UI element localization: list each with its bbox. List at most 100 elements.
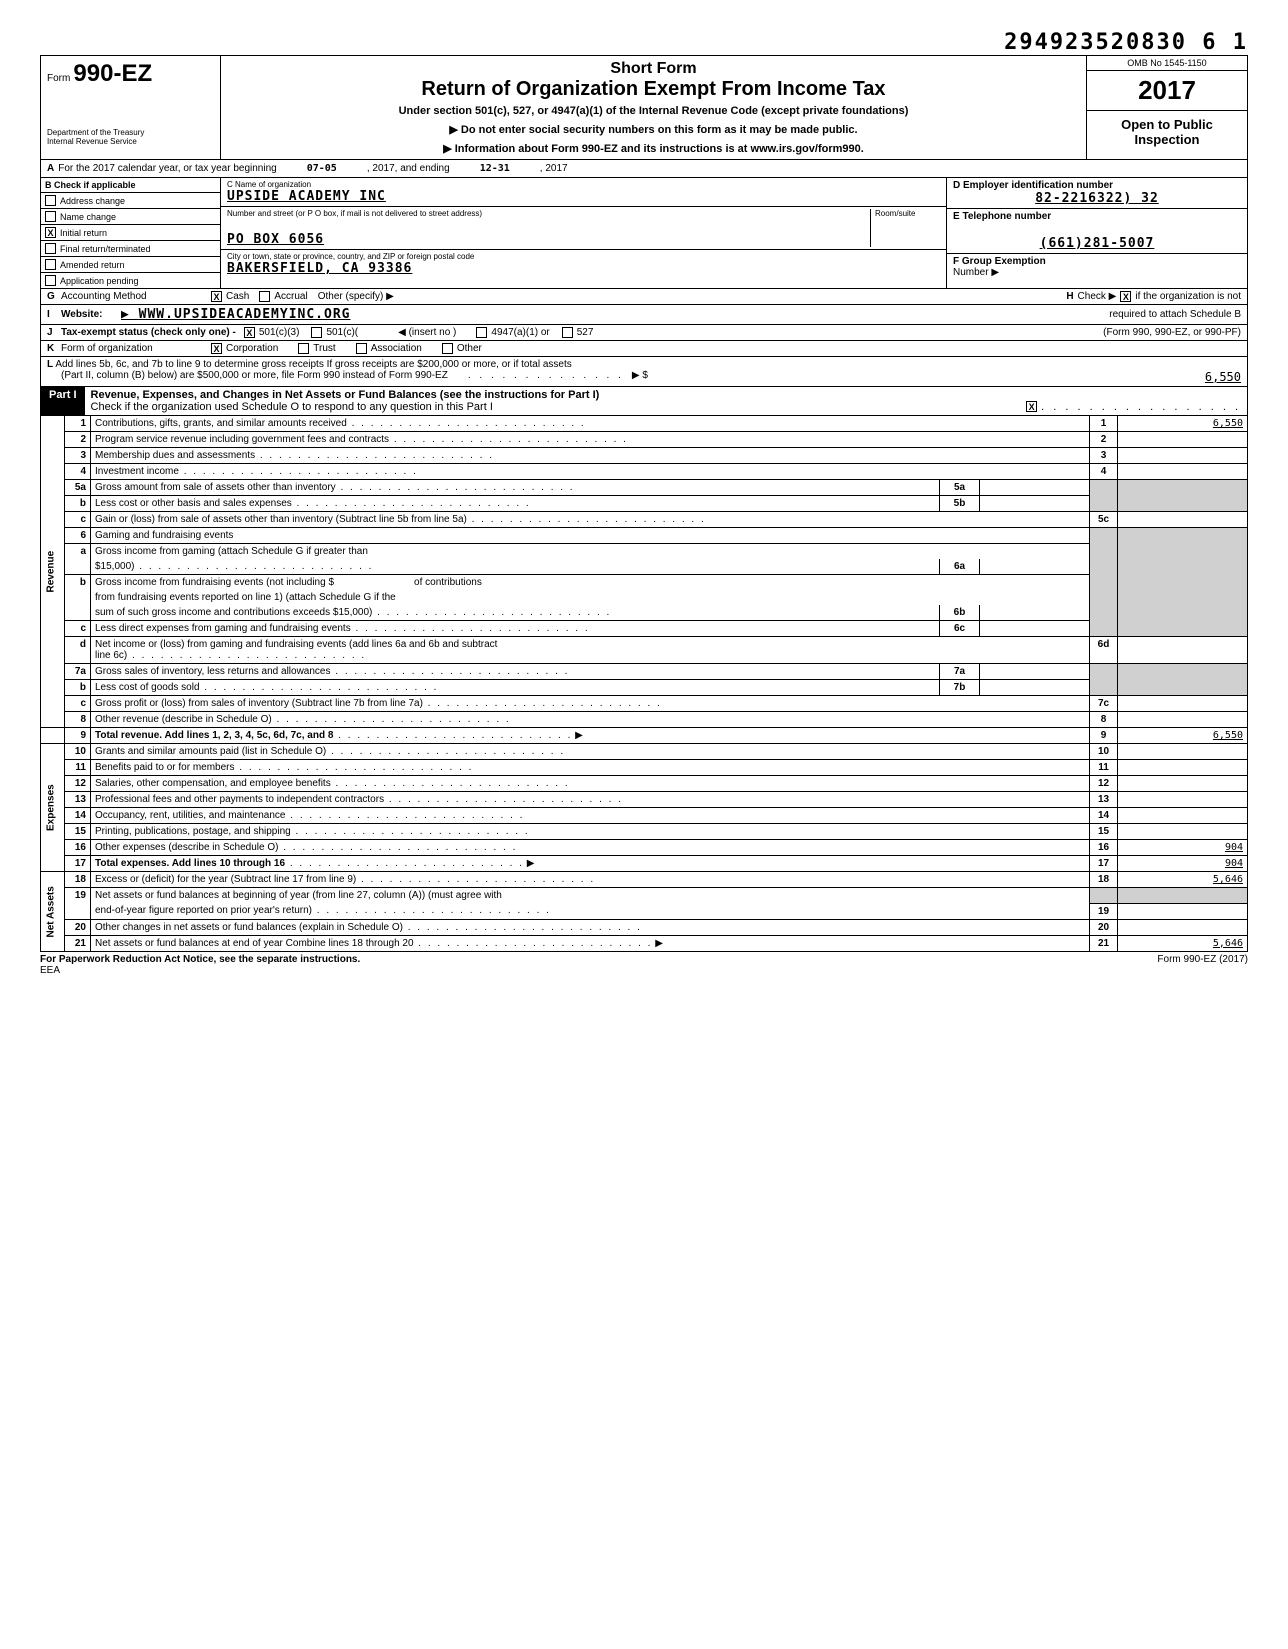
netassets-side-label: Net Assets [41,872,65,952]
line-no: 10 [65,744,91,760]
row-g-letter: G [47,291,61,302]
mid-no: 7b [940,680,980,696]
phone-block: E Telephone number (661)281-5007 [947,209,1247,254]
col-def: D Employer identification number 82-2216… [947,178,1247,288]
check-name-change: Name change [41,209,220,225]
col-no: 7c [1090,696,1118,712]
open-public: Open to Public Inspection [1087,111,1247,153]
line-desc: Other revenue (describe in Schedule O) [95,714,272,725]
line-amount [1118,903,1248,919]
col-no: 17 [1090,856,1118,872]
line-no: 6 [65,528,91,544]
cash-label: Cash [226,291,249,302]
checkbox-icon[interactable] [45,195,56,206]
row-l: L Add lines 5b, 6c, and 7b to line 9 to … [40,357,1248,387]
row-h-text1: Check ▶ [1078,291,1117,302]
col-no: 5c [1090,512,1118,528]
checkbox-icon[interactable] [45,211,56,222]
shaded-cell [1118,664,1248,696]
shaded-cell [1090,480,1118,512]
line-amount [1118,432,1248,448]
line-desc: Net assets or fund balances at beginning… [95,890,502,901]
return-title: Return of Organization Exempt From Incom… [229,78,1078,101]
street-block: Number and street (or P O box, if mail i… [221,207,946,250]
line-amount [1118,448,1248,464]
mid-val [980,496,1090,512]
line-desc: Professional fees and other payments to … [95,794,384,805]
col-no: 12 [1090,776,1118,792]
col-no: 13 [1090,792,1118,808]
row-l-arrow: ▶ $ [632,370,648,384]
check-app-pending: Application pending [41,273,220,288]
checkbox-icon[interactable] [45,243,56,254]
short-form-label: Short Form [229,60,1078,78]
line-desc: Contributions, gifts, grants, and simila… [95,418,347,429]
checkbox-501c3[interactable]: X [244,327,255,338]
col-no: 21 [1090,935,1118,951]
street-value: PO BOX 6056 [227,232,870,247]
dept-treasury: Department of the Treasury [47,128,214,137]
website-label: Website: [61,309,121,320]
checkbox-assoc[interactable] [356,343,367,354]
mid-val [980,559,1090,575]
line-amount [1118,512,1248,528]
phone-value: (661)281-5007 [953,236,1241,251]
line-amount [1118,792,1248,808]
checkbox-4947[interactable] [476,327,487,338]
line-amount [1118,919,1248,935]
line-desc: end-of-year figure reported on prior yea… [95,905,312,916]
checkbox-corp[interactable]: X [211,343,222,354]
mid-no: 6b [940,605,980,621]
col-b: B Check if applicable Address change Nam… [41,178,221,288]
city-label: City or town, state or province, country… [227,252,940,261]
line-desc: Total revenue. Add lines 1, 2, 3, 4, 5c,… [95,730,333,741]
checkbox-accrual[interactable] [259,291,270,302]
checkbox-icon[interactable] [45,275,56,286]
line-desc: line 6c) [95,650,127,661]
line-desc: Net income or (loss) from gaming and fun… [95,639,497,650]
block-bcdef: B Check if applicable Address change Nam… [40,178,1248,289]
checkbox-trust[interactable] [298,343,309,354]
line-no: a [65,544,91,575]
mid-val [980,605,1090,621]
opt-4947: 4947(a)(1) or [491,327,549,338]
checkbox-part1[interactable]: X [1026,401,1037,412]
header-center: Short Form Return of Organization Exempt… [221,56,1087,159]
shaded-cell [1118,480,1248,512]
checkbox-icon[interactable] [45,259,56,270]
line-desc: Total expenses. Add lines 10 through 16 [95,858,285,869]
col-no: 4 [1090,464,1118,480]
ssn-warning: ▶ Do not enter social security numbers o… [229,123,1078,136]
checkbox-cash[interactable]: X [211,291,222,302]
line-desc: Less direct expenses from gaming and fun… [95,623,351,634]
form-table: Revenue 1 Contributions, gifts, grants, … [40,416,1248,952]
col-no: 16 [1090,840,1118,856]
row-a-text1: For the 2017 calendar year, or tax year … [58,163,276,174]
row-l-letter: L [47,359,53,370]
checkbox-icon[interactable]: X [45,227,56,238]
city-block: City or town, state or province, country… [221,250,946,278]
shaded-cell [1090,888,1118,904]
line-no: d [65,637,91,664]
line-amount [1118,696,1248,712]
revenue-side-label: Revenue [41,416,65,728]
shaded-cell [1090,664,1118,696]
checkbox-501c[interactable] [311,327,322,338]
form-header: Form 990-EZ Department of the Treasury I… [40,55,1248,160]
group-number-label: Number ▶ [953,267,1241,278]
mid-val [980,664,1090,680]
mid-no: 7a [940,664,980,680]
tax-year: 2017 [1087,71,1247,111]
checkbox-527[interactable] [562,327,573,338]
dept-irs: Internal Revenue Service [47,137,214,146]
checkbox-h[interactable]: X [1120,291,1131,302]
row-j-label: Tax-exempt status (check only one) - [61,327,236,338]
col-no: 8 [1090,712,1118,728]
line-no: 12 [65,776,91,792]
check-amended: Amended return [41,257,220,273]
check-label: Initial return [60,228,107,238]
check-label: Amended return [60,260,125,270]
line-amount: 5,646 [1118,872,1248,888]
checkbox-other[interactable] [442,343,453,354]
line-no: 11 [65,760,91,776]
